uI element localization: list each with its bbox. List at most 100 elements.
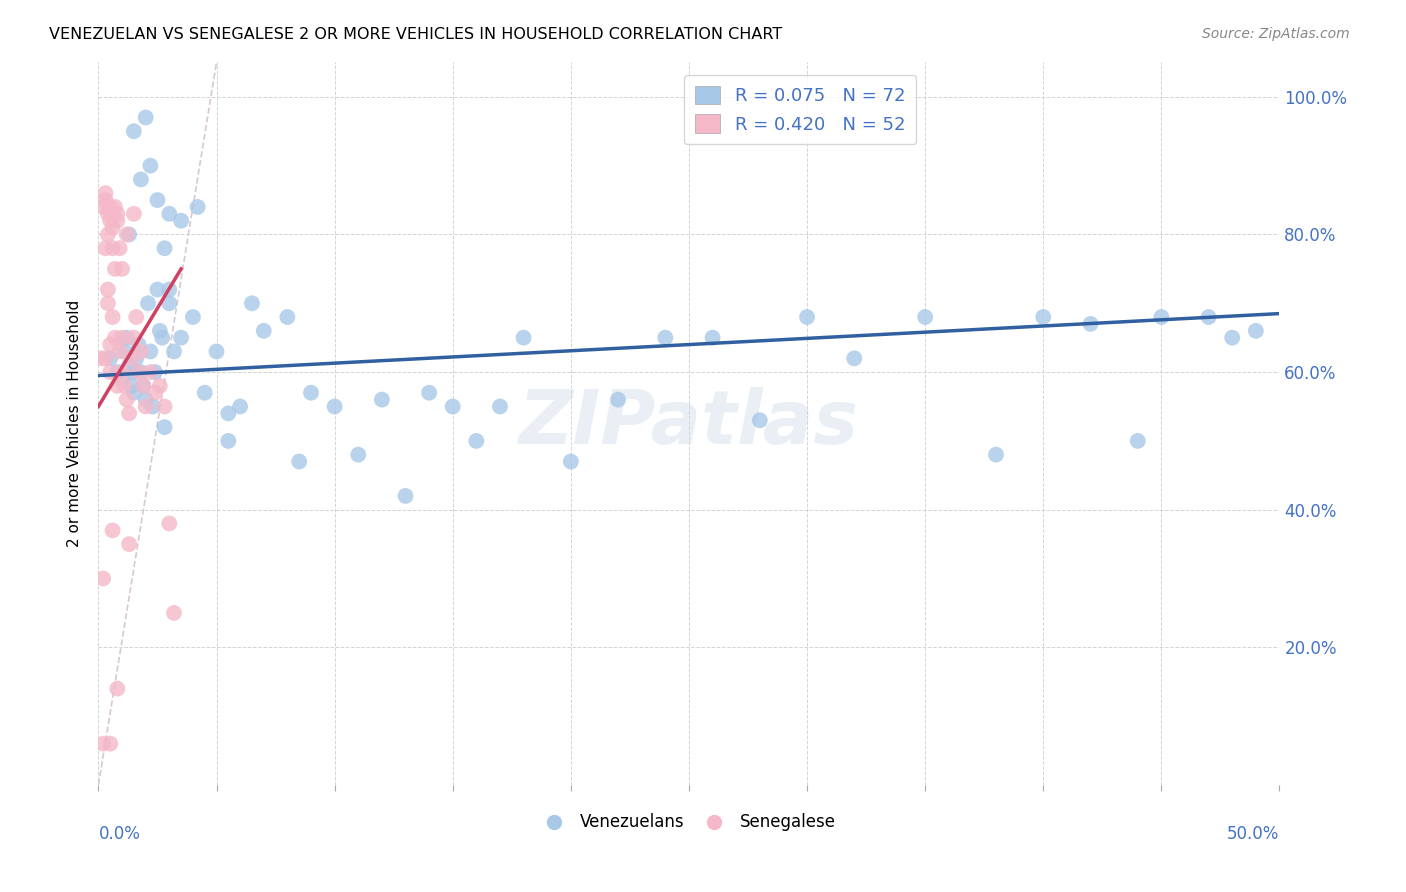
- Point: [132, 379, 155, 393]
- Point: [91, 572, 114, 586]
- Point: [105, 379, 128, 393]
- Point: [170, 213, 193, 227]
- Point: [240, 296, 263, 310]
- Point: [253, 324, 276, 338]
- Point: [371, 392, 394, 407]
- Point: [105, 213, 128, 227]
- Point: [98, 337, 121, 351]
- Point: [187, 200, 209, 214]
- Point: [157, 283, 180, 297]
- Point: [163, 606, 186, 620]
- Point: [1126, 434, 1149, 448]
- Point: [418, 385, 440, 400]
- Point: [105, 365, 128, 379]
- Point: [217, 406, 239, 420]
- Point: [181, 310, 204, 324]
- Point: [111, 365, 134, 379]
- Point: [142, 400, 165, 414]
- Point: [796, 310, 818, 324]
- Text: 50.0%: 50.0%: [1227, 825, 1279, 843]
- Point: [122, 385, 145, 400]
- Point: [146, 283, 169, 297]
- Point: [128, 337, 150, 351]
- Point: [150, 331, 173, 345]
- Point: [153, 241, 176, 255]
- Point: [111, 331, 134, 345]
- Text: 0.0%: 0.0%: [98, 825, 141, 843]
- Y-axis label: 2 or more Vehicles in Household: 2 or more Vehicles in Household: [67, 300, 83, 548]
- Point: [1244, 324, 1267, 338]
- Point: [489, 400, 512, 414]
- Point: [128, 365, 150, 379]
- Point: [170, 331, 193, 345]
- Point: [288, 454, 311, 468]
- Point: [91, 200, 114, 214]
- Point: [97, 227, 120, 242]
- Point: [914, 310, 936, 324]
- Point: [135, 392, 157, 407]
- Text: VENEZUELAN VS SENEGALESE 2 OR MORE VEHICLES IN HOUSEHOLD CORRELATION CHART: VENEZUELAN VS SENEGALESE 2 OR MORE VEHIC…: [49, 27, 783, 42]
- Point: [97, 296, 120, 310]
- Point: [118, 358, 141, 372]
- Point: [194, 385, 217, 400]
- Point: [101, 220, 124, 235]
- Point: [217, 434, 239, 448]
- Point: [143, 365, 166, 379]
- Text: Source: ZipAtlas.com: Source: ZipAtlas.com: [1202, 27, 1350, 41]
- Text: ZIPatlas: ZIPatlas: [519, 387, 859, 460]
- Point: [108, 344, 131, 359]
- Point: [748, 413, 770, 427]
- Point: [135, 111, 157, 125]
- Point: [97, 283, 120, 297]
- Point: [157, 516, 180, 531]
- Point: [323, 400, 346, 414]
- Point: [115, 331, 138, 345]
- Point: [163, 344, 186, 359]
- Point: [229, 400, 252, 414]
- Point: [205, 344, 228, 359]
- Point: [347, 448, 370, 462]
- Point: [94, 241, 117, 255]
- Point: [129, 365, 152, 379]
- Point: [132, 379, 155, 393]
- Point: [98, 213, 121, 227]
- Point: [560, 454, 582, 468]
- Point: [139, 344, 162, 359]
- Point: [139, 365, 162, 379]
- Point: [512, 331, 534, 345]
- Point: [276, 310, 298, 324]
- Point: [1220, 331, 1243, 345]
- Point: [702, 331, 724, 345]
- Point: [121, 379, 143, 393]
- Point: [104, 331, 127, 345]
- Point: [607, 392, 630, 407]
- Point: [118, 537, 141, 551]
- Point: [112, 344, 135, 359]
- Legend: Venezuelans, Senegalese: Venezuelans, Senegalese: [536, 806, 842, 838]
- Point: [465, 434, 488, 448]
- Point: [122, 124, 145, 138]
- Point: [104, 200, 127, 214]
- Point: [157, 207, 180, 221]
- Point: [441, 400, 464, 414]
- Point: [146, 193, 169, 207]
- Point: [121, 351, 143, 366]
- Point: [105, 681, 128, 696]
- Point: [104, 261, 127, 276]
- Point: [111, 261, 134, 276]
- Point: [98, 737, 121, 751]
- Point: [135, 400, 157, 414]
- Point: [98, 365, 121, 379]
- Point: [1080, 317, 1102, 331]
- Point: [94, 351, 117, 366]
- Point: [98, 351, 121, 366]
- Point: [299, 385, 322, 400]
- Point: [94, 193, 117, 207]
- Point: [101, 524, 124, 538]
- Point: [136, 296, 159, 310]
- Point: [118, 227, 141, 242]
- Point: [1032, 310, 1054, 324]
- Point: [984, 448, 1007, 462]
- Point: [654, 331, 676, 345]
- Point: [1150, 310, 1173, 324]
